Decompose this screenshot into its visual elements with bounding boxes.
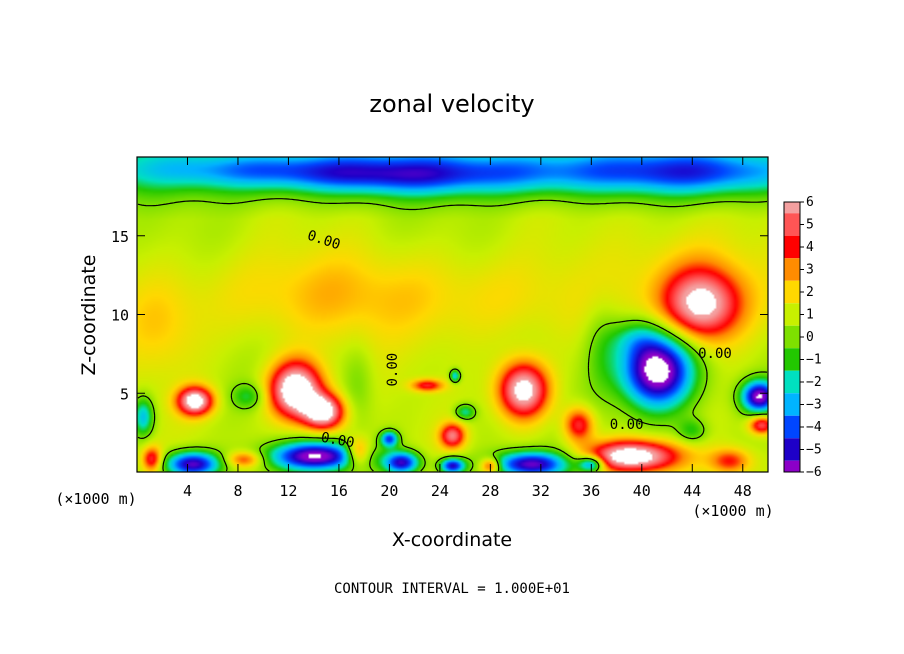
colorbar: 6 5 4 3 2 1 0 −1 −2 −3 −4 −5 −6 <box>783 195 822 480</box>
colorbar-label: 3 <box>806 263 814 278</box>
contour-lines <box>137 198 768 472</box>
colorbar-swatch <box>784 415 800 439</box>
y-tick-label: 15 <box>111 228 129 246</box>
colorbar-label: 4 <box>806 240 814 255</box>
colorbar-swatch <box>784 460 800 472</box>
contour-label: 0.00 <box>320 430 356 452</box>
colorbar-swatch <box>784 202 800 214</box>
colorbar-swatch <box>784 438 800 461</box>
x-tick-label: 36 <box>582 482 600 500</box>
x-tick-label: 4 <box>183 482 192 500</box>
colorbar-swatch <box>784 213 800 236</box>
x-tick-label: 20 <box>380 482 398 500</box>
x-unit-right: (×1000 m) <box>692 502 773 520</box>
y-axis-label: Z-coordinate <box>78 255 100 376</box>
colorbar-label: −6 <box>806 465 822 480</box>
x-tick-label: 44 <box>683 482 701 500</box>
x-tick-label: 40 <box>633 482 651 500</box>
heatmap-image <box>137 157 768 472</box>
x-unit-left: (×1000 m) <box>55 490 136 508</box>
x-tick-label: 16 <box>330 482 348 500</box>
colorbar-label: −1 <box>806 353 822 368</box>
contour-label: 0.00 <box>610 417 644 433</box>
colorbar-swatch <box>784 393 800 416</box>
colorbar-swatch <box>784 258 800 281</box>
x-tick-label: 24 <box>431 482 449 500</box>
y-tick-label: 5 <box>120 385 129 403</box>
colorbar-swatch <box>784 280 800 304</box>
y-tick-label: 10 <box>111 307 129 325</box>
colorbar-label: 1 <box>806 308 814 323</box>
colorbar-label: −3 <box>806 398 822 413</box>
colorbar-label: 6 <box>806 195 814 210</box>
chart-title: zonal velocity <box>369 90 534 118</box>
x-tick-label: 28 <box>481 482 499 500</box>
x-tick-label: 48 <box>734 482 752 500</box>
x-tick-label: 32 <box>532 482 550 500</box>
colorbar-swatch <box>784 370 800 394</box>
contour-interval-note: CONTOUR INTERVAL = 1.000E+01 <box>334 581 570 597</box>
colorbar-label: −5 <box>806 443 822 458</box>
x-tick-label: 8 <box>233 482 242 500</box>
colorbar-label: −2 <box>806 375 822 390</box>
x-tick-label: 12 <box>279 482 297 500</box>
colorbar-label: 2 <box>806 285 814 300</box>
colorbar-label: −4 <box>806 420 822 435</box>
heatmap-field <box>137 157 768 472</box>
colorbar-swatch <box>784 325 800 349</box>
colorbar-swatch <box>784 348 800 371</box>
contour-label: 0.00 <box>698 346 732 362</box>
contour-zero <box>137 198 768 472</box>
colorbar-swatch <box>784 303 800 326</box>
contour-label: 0.00 <box>385 353 401 387</box>
colorbar-swatch <box>784 235 800 259</box>
colorbar-label: 5 <box>806 218 814 233</box>
colorbar-label: 0 <box>806 330 814 345</box>
x-axis-label: X-coordinate <box>392 529 512 551</box>
